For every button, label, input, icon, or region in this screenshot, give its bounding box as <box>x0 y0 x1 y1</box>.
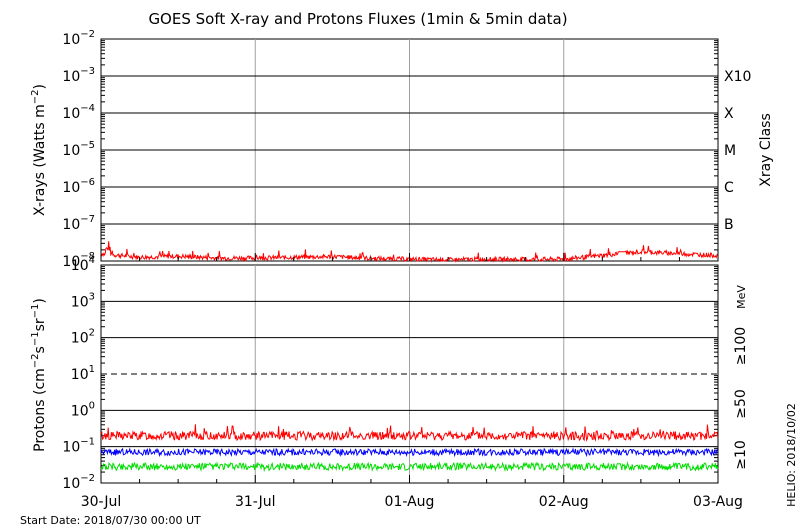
tick-exponent: −6 <box>80 177 95 188</box>
x-tick-label: 01-Aug <box>385 494 435 510</box>
xray-y-tick-label: 10−6 <box>62 177 95 196</box>
proton-energy-labels: MeV ≥100 ≥50 ≥10 <box>733 285 749 470</box>
tick-base: 10 <box>62 32 80 48</box>
tick-exponent: 4 <box>89 255 95 266</box>
proton-y-tick-label: 100 <box>71 400 95 419</box>
tick-exponent: −3 <box>80 66 95 77</box>
xray-ylabel-close: ) <box>32 84 48 89</box>
proton-ylabel-close: ) <box>32 298 48 303</box>
tick-base: 10 <box>62 106 80 122</box>
proton-unit-label: MeV <box>735 285 748 309</box>
proton-y-tick-label: 104 <box>71 255 95 274</box>
xray-ylabel-main: X-rays (Watts m <box>32 104 48 216</box>
tick-exponent: −2 <box>80 29 95 40</box>
tick-exponent: −4 <box>80 103 95 114</box>
tick-exponent: −7 <box>80 214 95 225</box>
tick-exponent: −1 <box>80 437 95 448</box>
tick-exponent: 0 <box>89 400 95 411</box>
xray-y-tick-label: 10−3 <box>62 66 95 85</box>
x-axis-ticks: 30-Jul 31-Jul 01-Aug 02-Aug 03-Aug <box>81 253 743 510</box>
tick-base: 10 <box>62 254 80 270</box>
proton-y-tick-label: 101 <box>71 364 95 383</box>
proton-series <box>100 424 719 473</box>
xray-class-labels: X10 X M C B <box>724 69 751 233</box>
tick-base: 10 <box>62 69 80 85</box>
xray-ylabel-exp: −2 <box>30 90 41 105</box>
tick-base: 10 <box>62 440 80 456</box>
x-tick-label: 31-Jul <box>235 494 276 510</box>
helio-credit: HELIO: 2018/10/02 <box>785 403 798 507</box>
tick-base: 10 <box>71 403 89 419</box>
proton-y-tick-label: 10−1 <box>62 437 95 456</box>
xray-y-axis-label: X-rays (Watts m−2) <box>30 84 48 216</box>
xray-y-tick-label: 10−7 <box>62 214 95 233</box>
tick-base: 10 <box>62 217 80 233</box>
proton-y-tick-label: 102 <box>71 328 95 347</box>
proton-ylabel-exp2: −1 <box>30 331 41 346</box>
chart-title: GOES Soft X-ray and Protons Fluxes (1min… <box>148 10 567 28</box>
proton-ylabel-exp1: −2 <box>30 353 41 368</box>
proton-grid <box>101 265 718 483</box>
tick-exponent: 3 <box>89 291 95 302</box>
proton-series-2 <box>100 461 719 473</box>
tick-exponent: −5 <box>80 140 95 151</box>
xray-class-axis-title: Xray Class <box>758 113 774 187</box>
xray-class-label: C <box>724 180 734 196</box>
xray-y-ticks: 10−210−310−410−510−610−710−8 <box>62 29 718 270</box>
xray-y-tick-label: 10−4 <box>62 103 95 122</box>
proton-energy-label: ≥10 <box>733 440 749 470</box>
xray-y-tick-label: 10−8 <box>62 251 95 270</box>
xray-y-tick-label: 10−5 <box>62 140 95 159</box>
tick-exponent: 1 <box>89 364 95 375</box>
proton-series-1 <box>100 447 719 458</box>
xray-class-label: M <box>724 143 736 159</box>
x-tick-label: 03-Aug <box>693 494 743 510</box>
proton-y-axis-label: Protons (cm−2s−1sr−1) <box>30 298 48 452</box>
tick-base: 10 <box>71 367 89 383</box>
xray-grid <box>101 39 718 261</box>
tick-exponent: 2 <box>89 328 95 339</box>
proton-ylabel-exp3: −1 <box>30 304 41 319</box>
xray-y-tick-label: 10−2 <box>62 29 95 48</box>
x-tick-label: 30-Jul <box>81 494 122 510</box>
proton-ylabel-mid2: sr <box>32 318 48 331</box>
proton-ylabel-main: Protons (cm <box>32 368 48 452</box>
xray-class-label: X <box>724 106 734 122</box>
tick-base: 10 <box>62 476 80 492</box>
tick-base: 10 <box>62 180 80 196</box>
proton-energy-label: ≥100 <box>733 327 749 365</box>
proton-energy-label: ≥50 <box>733 389 749 419</box>
tick-exponent: −8 <box>80 251 95 262</box>
x-tick-label: 02-Aug <box>539 494 589 510</box>
tick-base: 10 <box>71 294 89 310</box>
tick-base: 10 <box>71 258 89 274</box>
tick-base: 10 <box>71 331 89 347</box>
proton-ylabel-mid: s <box>32 346 48 353</box>
xray-class-label: B <box>724 217 734 233</box>
tick-base: 10 <box>62 143 80 159</box>
proton-y-tick-label: 103 <box>71 291 95 310</box>
proton-y-tick-label: 10−2 <box>62 473 95 492</box>
tick-exponent: −2 <box>80 473 95 484</box>
xray-class-label: X10 <box>724 69 751 85</box>
start-date: Start Date: 2018/07/30 00:00 UT <box>20 514 201 527</box>
proton-series-0 <box>100 424 719 442</box>
